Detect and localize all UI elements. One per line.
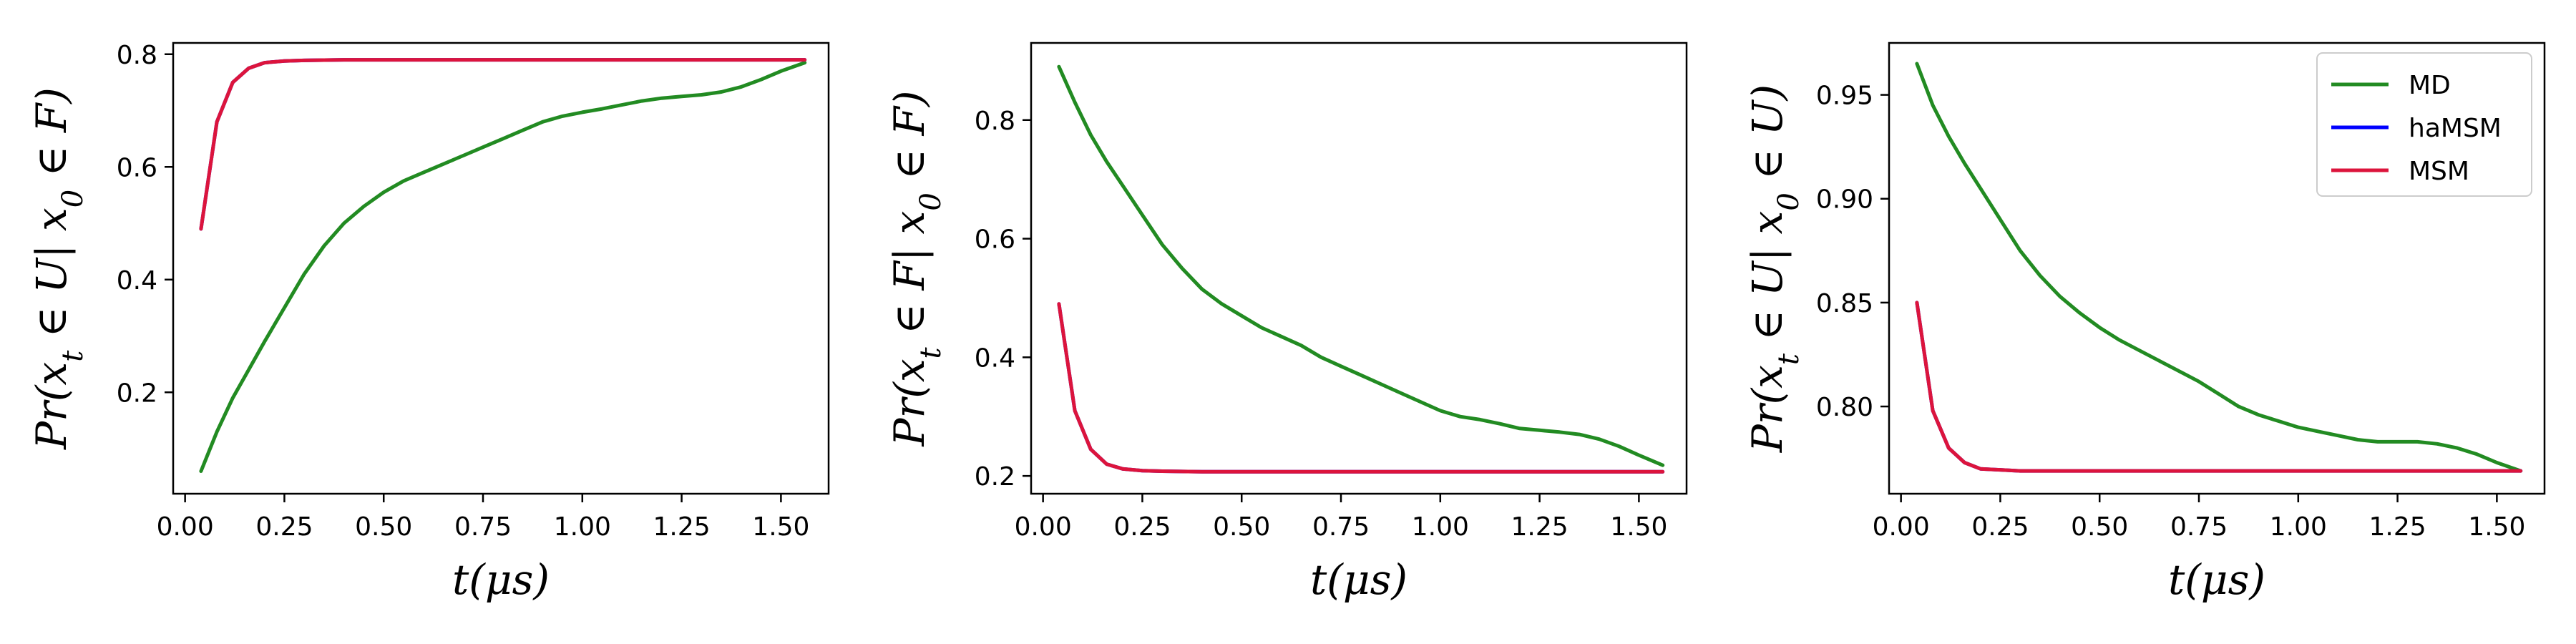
x-tick-label: 0.75 [454, 512, 512, 542]
y-tick-label: 0.80 [1816, 393, 1873, 422]
series-line-hamsm [1915, 301, 2523, 473]
y-axis-label: Pr(xt ∈ F| x0 ∈ F) [885, 90, 947, 447]
x-tick-label: 0.50 [2071, 512, 2128, 542]
legend: MD haMSM MSM [2316, 52, 2532, 197]
y-tick-label: 0.8 [975, 107, 1015, 136]
x-tick-label: 1.25 [1511, 512, 1568, 542]
series-line-md [1915, 62, 2523, 473]
series-line-md [199, 61, 807, 473]
legend-label-md: MD [2409, 71, 2451, 100]
series-line-md [1057, 64, 1665, 467]
y-axis-label: Pr(xt ∈ U| x0 ∈ U) [1743, 84, 1805, 453]
y-tick-label: 0.2 [117, 379, 157, 408]
chart-2: 0.00 0.25 0.50 0.75 1.00 1.25 1.50 0.2 0.4 0.6 0.8… [885, 42, 1688, 604]
series-line-msm [1057, 302, 1665, 474]
x-tick-label: 0.00 [157, 512, 214, 542]
x-tick-label: 0.25 [255, 512, 313, 542]
chart-1: 0.00 0.25 0.50 0.75 1.00 1.25 1.50 0.2 0.4 0.6 0.8… [27, 41, 830, 604]
y-tick-label: 0.4 [117, 266, 157, 296]
series-line-msm [1915, 301, 2523, 473]
y-tick-label: 0.6 [975, 225, 1015, 255]
plot-frame [1888, 42, 2546, 495]
x-tick-label: 1.25 [2369, 512, 2426, 542]
y-tick-label: 0.4 [975, 343, 1015, 373]
legend-label-msm: MSM [2409, 157, 2469, 186]
legend-box [2316, 52, 2532, 197]
x-tick-label: 1.00 [554, 512, 611, 542]
y-axis-label: Pr(xt ∈ U| x0 ∈ F) [27, 87, 89, 450]
plot-frame [172, 42, 830, 495]
x-tick-label: 1.25 [653, 512, 711, 542]
series-line-hamsm [1057, 302, 1665, 474]
x-tick-label: 1.50 [1610, 512, 1667, 542]
x-axis-label: t(μs) [452, 555, 550, 604]
series-line-msm [199, 58, 807, 231]
x-tick-label: 0.50 [1213, 512, 1270, 542]
plot-frame [1030, 42, 1688, 495]
y-tick-label: 0.6 [117, 153, 157, 182]
x-tick-label: 0.50 [355, 512, 412, 542]
legend-label-hamsm: haMSM [2409, 114, 2502, 143]
x-tick-label: 0.00 [1873, 512, 1930, 542]
x-tick-label: 0.75 [2170, 512, 2228, 542]
y-tick-label: 0.95 [1816, 82, 1873, 111]
y-tick-label: 0.2 [975, 462, 1015, 492]
x-tick-label: 0.25 [1113, 512, 1171, 542]
y-tick-label: 0.85 [1816, 289, 1873, 318]
y-tick-label: 0.90 [1816, 185, 1873, 215]
chart-3: 0.00 0.25 0.50 0.75 1.00 1.25 1.50 0.80 0.85 0.90… [1743, 42, 2546, 604]
series-line-hamsm [199, 58, 807, 231]
x-tick-label: 1.50 [752, 512, 809, 542]
x-tick-label: 0.25 [1971, 512, 2029, 542]
y-tick-label: 0.8 [117, 41, 157, 70]
x-tick-label: 1.00 [2270, 512, 2327, 542]
x-tick-label: 0.00 [1015, 512, 1072, 542]
x-tick-label: 1.50 [2468, 512, 2525, 542]
x-tick-label: 0.75 [1312, 512, 1370, 542]
x-axis-label: t(μs) [1310, 555, 1407, 604]
x-axis-label: t(μs) [2168, 555, 2265, 604]
x-tick-label: 1.00 [1412, 512, 1469, 542]
